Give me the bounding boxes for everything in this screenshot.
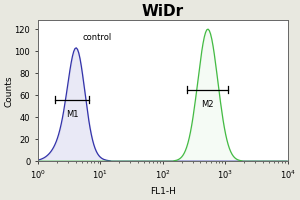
X-axis label: FL1-H: FL1-H bbox=[150, 187, 176, 196]
Text: M1: M1 bbox=[66, 110, 79, 119]
Y-axis label: Counts: Counts bbox=[4, 75, 13, 107]
Text: control: control bbox=[83, 33, 112, 42]
Text: M2: M2 bbox=[201, 100, 214, 109]
Title: WiDr: WiDr bbox=[142, 4, 184, 19]
